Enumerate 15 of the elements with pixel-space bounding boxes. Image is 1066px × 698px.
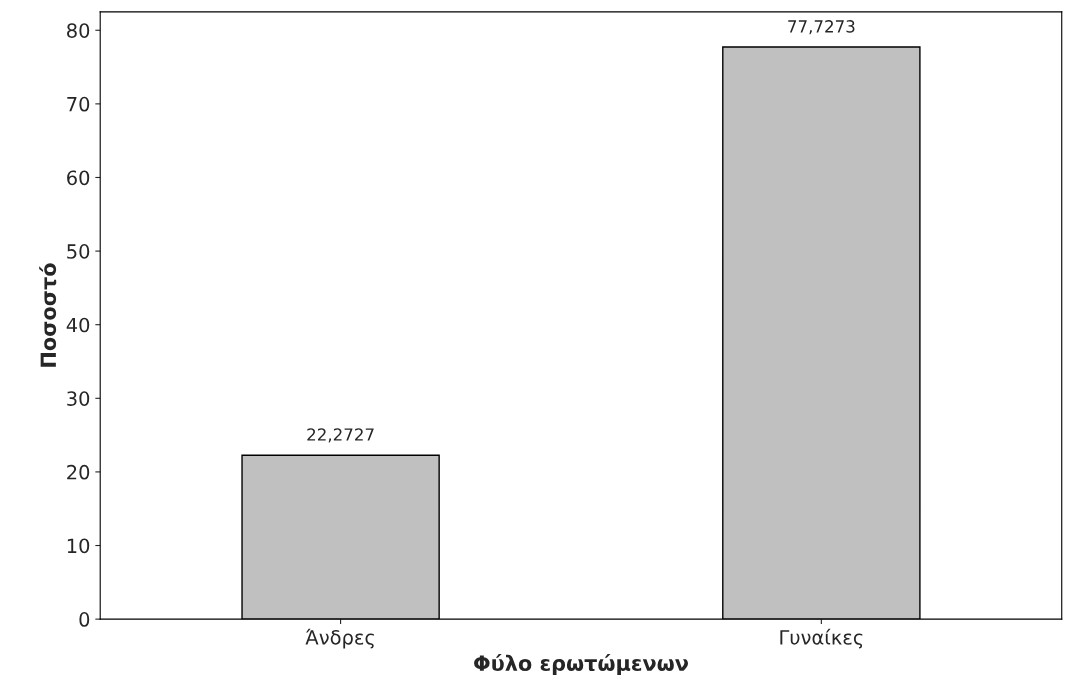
y-tick-label: 0 <box>79 612 90 627</box>
y-tick-label: 50 <box>67 244 90 259</box>
y-tick-label: 10 <box>67 538 90 554</box>
x-tick-label: Γυναίκες <box>780 628 863 649</box>
data-label: 22,2727 <box>307 428 374 443</box>
y-tick-label: 60 <box>67 170 90 186</box>
data-label: 77,7273 <box>788 20 855 35</box>
y-tick-label: 80 <box>67 23 90 38</box>
y-tick-label: 30 <box>67 391 90 406</box>
y-tick-label: 20 <box>67 464 90 480</box>
y-tick-label: 70 <box>67 96 90 112</box>
y-axis-title: Ποσοστό <box>39 263 57 367</box>
x-axis-title: Φύλο ερωτώμενων <box>474 654 688 676</box>
y-tick-label: 40 <box>66 317 90 333</box>
x-tick-label: Άνδρες <box>305 628 374 649</box>
